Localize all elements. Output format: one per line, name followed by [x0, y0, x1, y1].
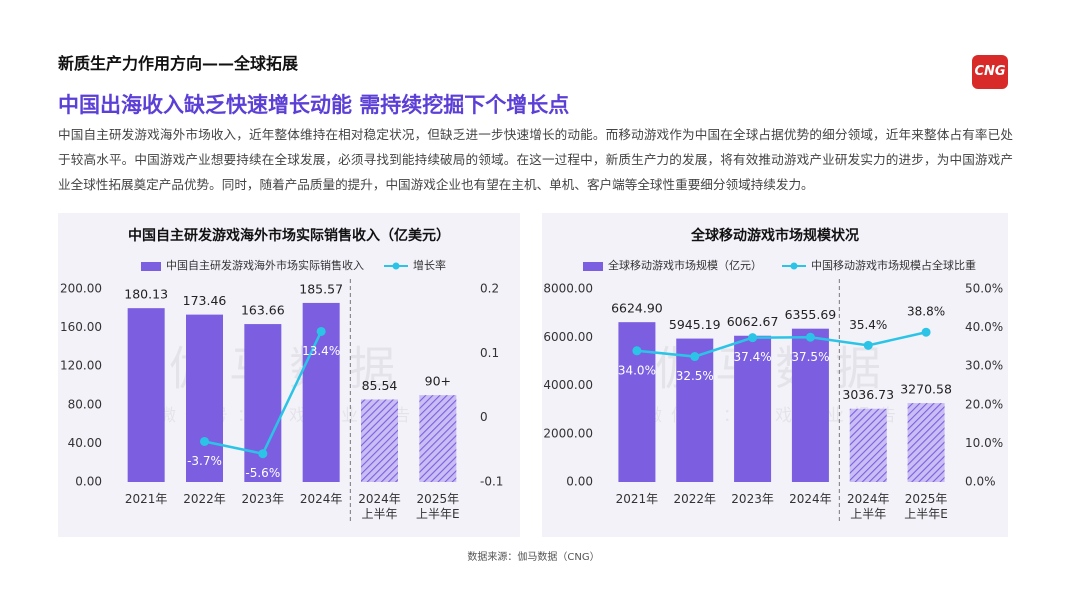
bar — [419, 395, 457, 482]
chart-title: 全球移动游戏市场规模状况 — [690, 227, 859, 244]
line-point — [690, 352, 700, 362]
bar-value-label: 6624.90 — [611, 301, 663, 316]
y2-tick-label: 10.0% — [965, 436, 1003, 450]
y2-tick-label: 30.0% — [965, 359, 1003, 373]
x-tick-label: 2025年 上半年E — [904, 492, 948, 521]
y2-tick-label: 0.2 — [480, 282, 499, 296]
line-value-label: 32.5% — [676, 369, 714, 383]
chart-title: 中国自主研发游戏海外市场实际销售收入（亿美元） — [128, 227, 450, 244]
bar-value-label: 185.57 — [299, 281, 343, 296]
legend-label: 中国移动游戏市场规模占全球比重 — [811, 258, 976, 272]
line-value-label: 38.8% — [907, 305, 945, 319]
bar — [734, 335, 772, 482]
y2-tick-label: 0.0% — [965, 475, 996, 489]
bar — [244, 324, 282, 482]
bar — [907, 403, 945, 482]
bar-value-label: 85.54 — [362, 378, 398, 393]
y-tick-label: 200.00 — [60, 282, 102, 296]
line-value-label: -5.6% — [245, 466, 280, 480]
line-point — [921, 327, 931, 337]
legend-swatch — [790, 262, 798, 270]
line-value-label: 37.5% — [791, 350, 829, 364]
y-tick-label: 6000.00 — [543, 330, 593, 344]
y2-tick-label: 20.0% — [965, 397, 1003, 411]
x-tick-label: 2022年 — [183, 492, 226, 506]
source: 数据来源：伽马数据（CNG） — [467, 552, 600, 563]
y-tick-label: 160.00 — [60, 320, 102, 334]
x-tick-label: 2023年 — [241, 492, 285, 506]
bar-value-label: 90+ — [425, 374, 451, 389]
y-tick-label: 40.00 — [68, 436, 102, 450]
legend-swatch — [141, 262, 161, 271]
line-point — [200, 436, 209, 446]
y2-tick-label: 0 — [480, 410, 488, 424]
line-point — [805, 332, 815, 342]
bar — [791, 328, 829, 482]
x-tick-label: 2024年 — [299, 492, 343, 506]
y-tick-label: 80.00 — [68, 397, 102, 411]
line — [636, 331, 927, 358]
line-value-label: 37.4% — [734, 350, 772, 364]
x-tick-label: 2025年 上半年E — [416, 492, 460, 521]
line-value-label: 35.4% — [849, 318, 887, 332]
x-tick-label: 2021年 — [124, 492, 168, 506]
legend-swatch — [392, 262, 400, 270]
y2-tick-label: 40.0% — [965, 320, 1003, 334]
bar-value-label: 163.66 — [241, 303, 285, 318]
paragraph: 中国自主研发游戏海外市场收入，近年整体维持在相对稳定状况，但缺乏进一步快速增长的… — [58, 127, 1013, 192]
x-tick-label: 2024年 — [789, 492, 832, 506]
bar — [618, 322, 656, 482]
y-tick-label: 0.00 — [566, 475, 593, 489]
legend-label: 中国自主研发游戏海外市场实际销售收入 — [166, 258, 364, 272]
legend-swatch — [583, 262, 603, 271]
line-point — [863, 340, 873, 350]
bar-value-label: 6062.67 — [727, 314, 779, 329]
headline: 中国出海收入缺乏快速增长动能 需持续挖掘下个增长点 — [58, 93, 570, 117]
line-value-label: 13.4% — [302, 344, 340, 358]
x-tick-label: 2022年 — [673, 492, 717, 506]
x-tick-label: 2023年 — [731, 492, 774, 506]
bar-value-label: 6355.69 — [785, 307, 837, 322]
bar-value-label: 3036.73 — [842, 387, 894, 402]
x-tick-label: 2024年 上半年 — [358, 492, 401, 521]
y-tick-label: 2000.00 — [543, 426, 593, 440]
y2-tick-label: 50.0% — [965, 282, 1003, 296]
line-point — [258, 449, 268, 459]
line-point — [748, 333, 758, 343]
y-tick-label: 0.00 — [75, 475, 102, 489]
bar — [361, 399, 398, 482]
bar — [676, 338, 714, 482]
x-tick-label: 2021年 — [615, 492, 659, 506]
legend-label: 增长率 — [413, 258, 446, 272]
bar-value-label: 180.13 — [124, 287, 168, 302]
bar — [127, 308, 165, 482]
bar — [186, 314, 223, 482]
bar-value-label: 5945.19 — [669, 317, 721, 332]
section-title: 新质生产力作用方向——全球拓展 — [58, 54, 299, 73]
line-value-label: -3.7% — [187, 454, 222, 468]
y-tick-label: 120.00 — [60, 359, 102, 373]
logo: CNG — [972, 55, 1008, 89]
y-tick-label: 4000.00 — [543, 378, 593, 392]
bar-value-label: 173.46 — [183, 293, 227, 308]
x-tick-label: 2024年 上半年 — [846, 492, 890, 521]
line-value-label: 34.0% — [618, 363, 656, 377]
legend-label: 全球移动游戏市场规模（亿元） — [608, 258, 762, 272]
bar — [849, 408, 887, 482]
y-tick-label: 8000.00 — [543, 282, 593, 296]
line-point — [316, 326, 326, 336]
y2-tick-label: -0.1 — [480, 475, 503, 489]
line-point — [632, 346, 642, 356]
bar-value-label: 3270.58 — [900, 382, 952, 397]
y2-tick-label: 0.1 — [480, 346, 499, 360]
